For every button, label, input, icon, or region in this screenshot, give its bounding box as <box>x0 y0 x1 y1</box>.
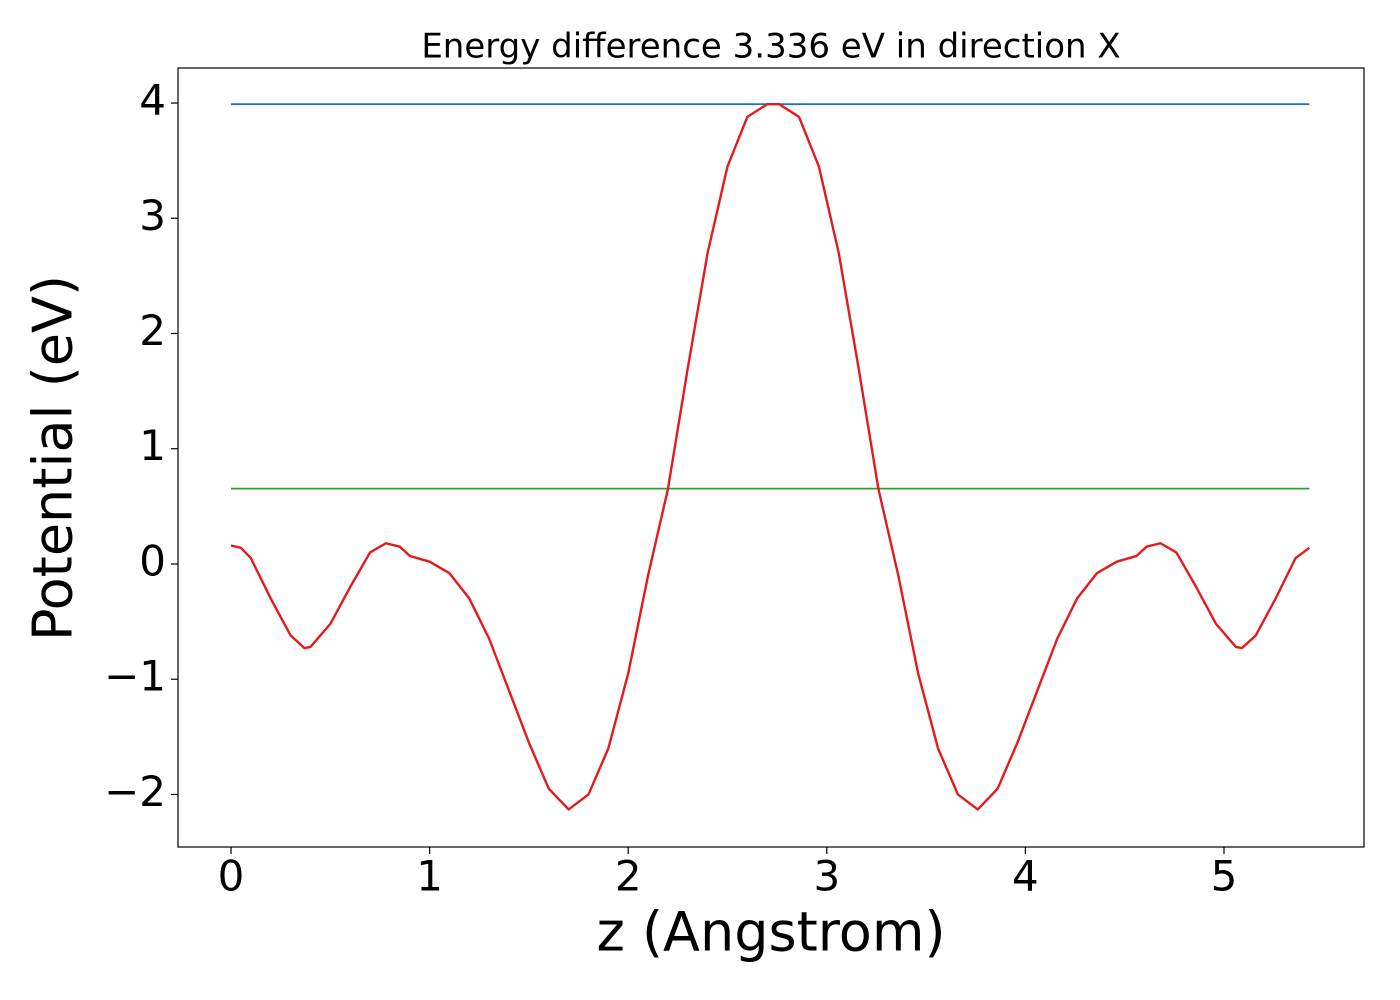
x-tick-label: 4 <box>1012 852 1039 901</box>
x-tick-label: 5 <box>1211 852 1238 901</box>
x-axis-label: z (Angstrom) <box>596 901 945 964</box>
y-tick-label: 1 <box>139 421 166 470</box>
x-tick-label: 2 <box>615 852 642 901</box>
line-series <box>230 102 1311 811</box>
y-tick-label: 3 <box>139 191 166 240</box>
y-tick-label: 4 <box>139 76 166 125</box>
y-tick-label: −1 <box>104 652 166 701</box>
y-tick-label: 0 <box>139 536 166 585</box>
plot-frame <box>177 67 1365 848</box>
x-tick-label: 3 <box>813 852 840 901</box>
x-tick-label: 1 <box>416 852 443 901</box>
y-tick-label: 2 <box>139 306 166 355</box>
x-tick-label: 0 <box>218 852 245 901</box>
chart-title: Energy difference 3.336 eV in direction … <box>421 27 1120 67</box>
y-axis-label: Potential (eV) <box>22 275 85 641</box>
y-tick-label: −2 <box>104 767 166 816</box>
